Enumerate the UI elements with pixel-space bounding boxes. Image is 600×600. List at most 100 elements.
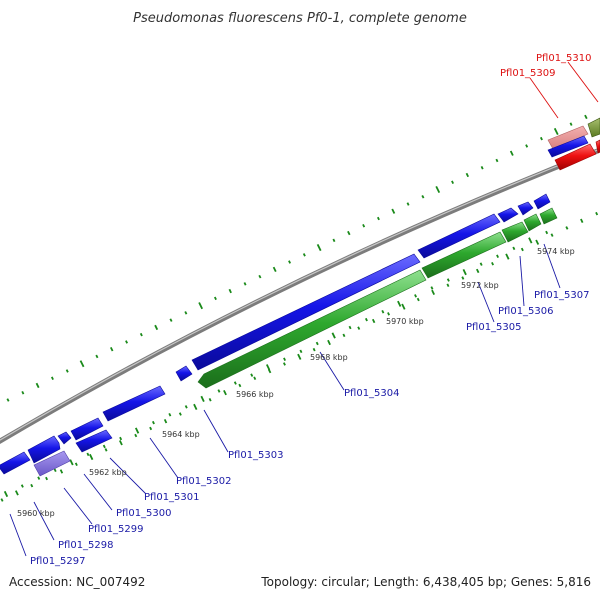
tick-mark	[134, 427, 140, 434]
gene-label[interactable]: Pfl01_5302	[176, 476, 232, 487]
tick-mark	[119, 436, 123, 441]
gene-label[interactable]: Pfl01_5297	[30, 556, 86, 567]
gene-arrow-red-2[interactable]	[595, 139, 600, 154]
tick-mark	[315, 341, 319, 346]
gene-label[interactable]: Pfl01_5303	[228, 450, 284, 461]
gene-label[interactable]: Pfl01_5304	[344, 388, 400, 399]
tick-mark	[163, 419, 168, 424]
gene-arrow[interactable]	[517, 201, 534, 216]
tick-mark	[104, 448, 108, 452]
gene-arrow[interactable]	[421, 231, 507, 279]
gene-label[interactable]: Pfl01_5299	[88, 524, 144, 535]
tick-mark	[79, 360, 85, 368]
gene-arrow[interactable]	[539, 207, 558, 225]
tick-mark	[342, 333, 346, 338]
tick-mark	[462, 269, 467, 276]
gene-arrow[interactable]	[533, 193, 551, 210]
tick-mark	[397, 300, 402, 307]
gene-arrow[interactable]	[523, 213, 542, 232]
tick-mark	[525, 144, 529, 148]
tick-mark	[357, 326, 361, 330]
gene-label[interactable]: Pfl01_5301	[144, 492, 200, 503]
gene-label[interactable]: Pfl01_5310	[536, 53, 592, 64]
tick-mark	[69, 459, 74, 466]
tick-mark	[217, 389, 221, 393]
tick-mark	[495, 158, 499, 163]
tick-mark	[238, 383, 242, 388]
tick-mark	[21, 391, 25, 395]
tick-mark	[265, 364, 271, 371]
scale-label: 5960 kbp	[17, 509, 55, 518]
tick-mark	[65, 369, 69, 373]
tick-mark	[431, 289, 436, 295]
tick-mark	[565, 226, 569, 230]
tick-mark	[288, 260, 292, 264]
tick-mark	[421, 194, 425, 199]
gene-arrow[interactable]	[197, 269, 427, 389]
tick-mark	[401, 303, 406, 310]
gene-label[interactable]: Pfl01_5298	[58, 540, 114, 551]
tick-mark	[184, 311, 188, 315]
tick-mark	[193, 403, 198, 410]
scale-label: 5966 kbp	[236, 390, 274, 399]
genome-backbone	[0, 147, 600, 445]
gene-arrow[interactable]	[57, 431, 72, 445]
pseudo-gene[interactable]	[33, 450, 71, 477]
scale-label: 5964 kbp	[162, 430, 200, 439]
tick-mark	[151, 420, 155, 425]
highlighted-genes	[547, 117, 600, 171]
tick-mark	[233, 381, 237, 385]
tick-mark	[387, 312, 391, 316]
gene-arrow-red[interactable]	[554, 143, 597, 171]
tick-mark	[0, 498, 4, 502]
genome-summary-text: Topology: circular; Length: 6,438,405 bp…	[260, 575, 591, 589]
tick-mark	[45, 476, 49, 481]
gene-arrow[interactable]	[27, 435, 61, 464]
tick-mark	[53, 468, 57, 472]
tick-mark	[228, 288, 232, 294]
gene-arrow[interactable]	[191, 253, 421, 371]
tick-mark	[545, 230, 549, 235]
gene-arrow[interactable]	[75, 429, 113, 453]
tick-mark	[198, 302, 204, 310]
gene-arrow[interactable]	[501, 221, 529, 243]
tick-mark	[316, 244, 322, 252]
gene-arrow[interactable]	[497, 207, 519, 223]
tick-mark	[362, 224, 366, 228]
tick-mark	[208, 398, 212, 402]
tick-mark	[580, 218, 584, 223]
map-title: Pseudomonas fluorescens Pf0-1, complete …	[133, 11, 467, 26]
tick-mark	[169, 318, 173, 322]
tick-mark	[59, 469, 64, 474]
gene-label[interactable]: Pfl01_5305	[466, 322, 522, 333]
tick-mark	[250, 373, 254, 377]
gene-arrow[interactable]	[0, 451, 31, 475]
tick-mark	[109, 346, 114, 352]
gene-label[interactable]: Pfl01_5307	[534, 290, 590, 301]
tick-mark	[430, 286, 434, 290]
inner-forward-genes	[33, 429, 113, 477]
tick-mark	[272, 266, 277, 272]
inner-tick-row	[0, 211, 599, 502]
tick-mark	[435, 185, 441, 194]
tick-mark	[550, 233, 554, 237]
tick-mark	[416, 297, 420, 302]
gene-arrow[interactable]	[175, 365, 193, 382]
gene-label[interactable]: Pfl01_5309	[500, 68, 556, 79]
tick-mark	[584, 114, 588, 120]
gene-label[interactable]: Pfl01_5300	[116, 508, 172, 519]
gene-arrow[interactable]	[70, 417, 104, 441]
tick-mark	[446, 283, 450, 287]
gene-arrow-blue[interactable]	[547, 135, 589, 158]
gene-arrow[interactable]	[102, 385, 166, 422]
gene-arrow-olive[interactable]	[587, 117, 600, 138]
gene-label[interactable]: Pfl01_5306	[498, 306, 554, 317]
tick-mark	[348, 325, 352, 330]
gene-arrow-pink[interactable]	[547, 125, 589, 150]
tick-mark	[299, 349, 303, 354]
gene-arrow[interactable]	[417, 213, 501, 259]
tick-mark	[446, 278, 450, 282]
tick-mark	[35, 382, 40, 389]
tick-mark	[282, 362, 286, 366]
